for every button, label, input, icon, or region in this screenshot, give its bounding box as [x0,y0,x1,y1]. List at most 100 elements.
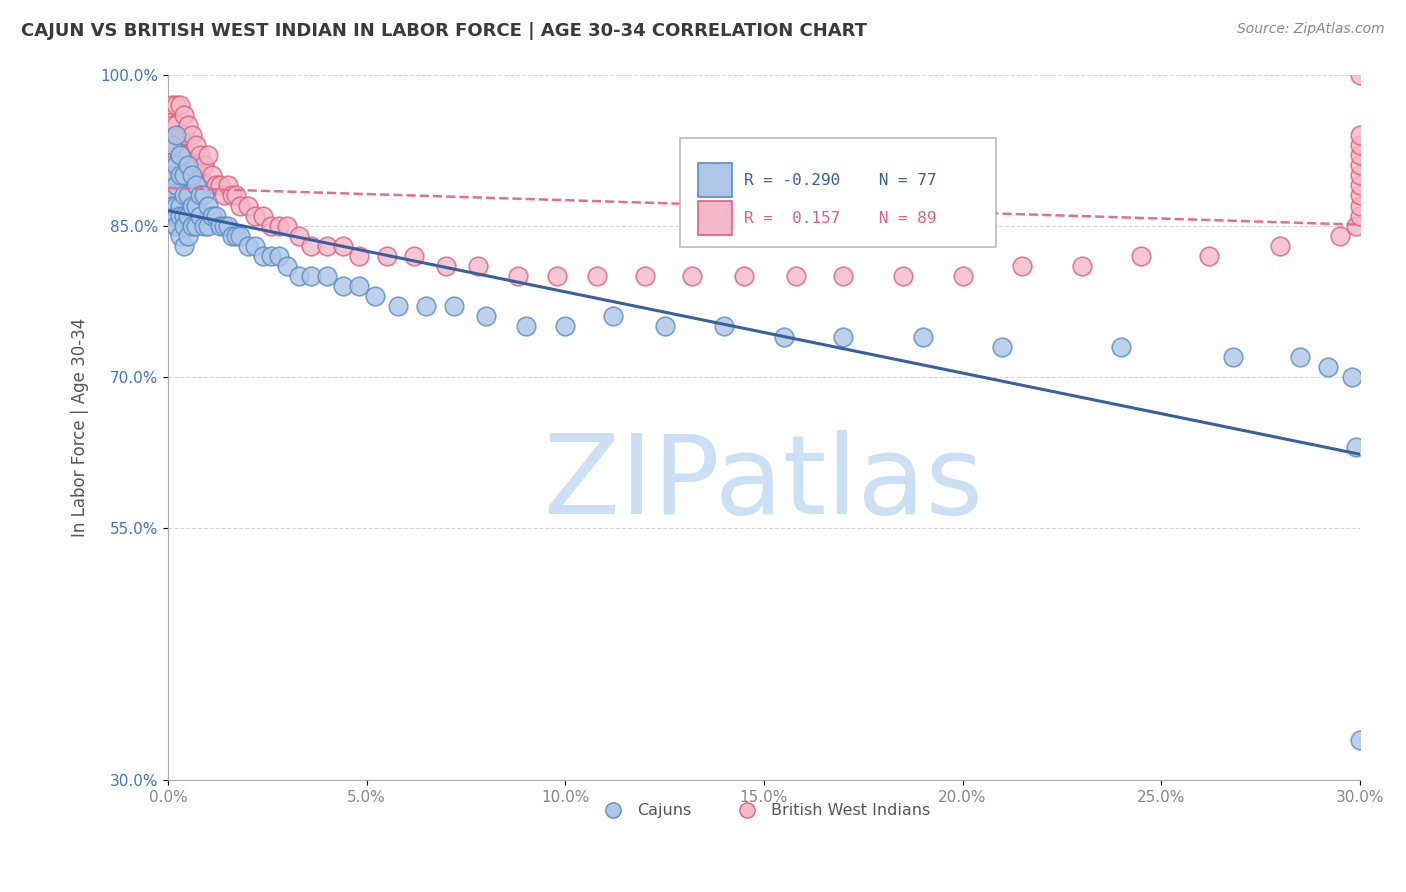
Point [276,219,298,233]
Point [654,319,676,334]
Point [236,239,259,253]
Point [184,138,207,153]
Point [269,249,291,263]
Point [1270,239,1292,253]
Point [375,249,398,263]
Point [299,239,322,253]
Point [415,299,437,313]
Point [160,158,183,172]
Point [443,299,465,313]
Point [201,169,224,183]
Point [252,249,274,263]
Point [1289,350,1312,364]
Point [1198,249,1220,263]
Point [785,268,807,283]
Point [184,178,207,193]
Point [602,310,624,324]
Legend: Cajuns, British West Indians: Cajuns, British West Indians [591,797,936,825]
Point [165,198,187,212]
Point [177,169,200,183]
Point [160,209,183,223]
Point [177,118,200,132]
Point [387,299,409,313]
Text: CAJUN VS BRITISH WEST INDIAN IN LABOR FORCE | AGE 30-34 CORRELATION CHART: CAJUN VS BRITISH WEST INDIAN IN LABOR FO… [21,22,868,40]
Point [173,219,195,233]
Point [160,169,183,183]
Point [188,209,211,223]
Point [193,178,215,193]
Point [204,178,226,193]
Point [173,239,195,253]
Point [197,148,219,162]
Point [177,158,200,172]
Point [217,178,239,193]
Point [180,169,202,183]
Point [1344,219,1367,233]
Point [184,158,207,172]
Point [169,148,191,162]
Point [772,329,794,343]
Point [252,209,274,223]
Point [160,169,183,183]
Point [165,138,187,153]
Point [204,209,226,223]
Point [260,249,283,263]
Point [197,178,219,193]
Point [891,268,914,283]
Point [1011,259,1033,273]
Point [554,319,576,334]
Point [180,158,202,172]
Point [515,319,537,334]
Point [165,118,187,132]
Point [188,169,211,183]
Point [184,198,207,212]
Point [1111,340,1133,354]
Point [169,97,191,112]
Point [1348,68,1371,82]
Point [225,228,247,243]
Point [169,128,191,142]
Point [169,228,191,243]
Point [160,138,183,153]
Point [165,158,187,172]
Point [165,97,187,112]
Point [160,138,183,153]
Point [188,188,211,202]
Point [165,158,187,172]
Point [169,169,191,183]
Point [475,310,498,324]
Point [952,268,974,283]
Point [733,268,755,283]
Point [1348,148,1371,162]
Point [276,259,298,273]
Point [177,228,200,243]
Point [1348,158,1371,172]
Point [911,329,934,343]
Point [160,188,183,202]
Point [208,219,231,233]
Point [173,108,195,122]
Text: R =  0.157    N = 89: R = 0.157 N = 89 [744,211,936,226]
Bar [699,163,731,197]
Point [165,209,187,223]
Point [713,319,735,334]
Point [347,249,370,263]
Text: R = -0.290    N = 77: R = -0.290 N = 77 [744,173,936,188]
Point [212,219,235,233]
Point [245,239,267,253]
Point [404,249,426,263]
Point [193,219,215,233]
Point [546,268,568,283]
Point [1348,209,1371,223]
Point [1070,259,1092,273]
Point [184,219,207,233]
Point [299,268,322,283]
Point [193,188,215,202]
Point [506,268,529,283]
Point [160,97,183,112]
Point [184,178,207,193]
Point [316,239,339,253]
Point [225,188,247,202]
Point [169,198,191,212]
Point [188,148,211,162]
